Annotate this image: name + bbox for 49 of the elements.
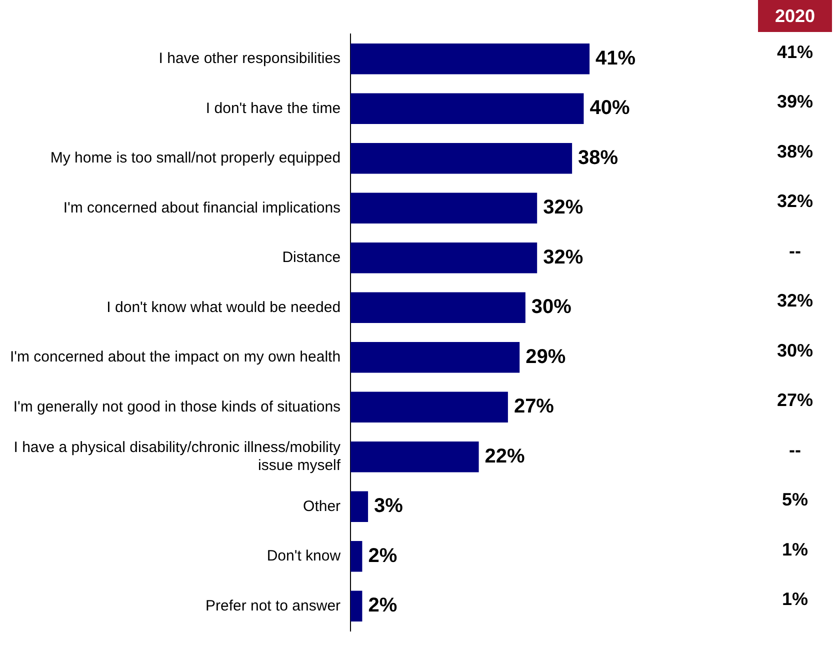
bar (350, 392, 508, 423)
text: -- (789, 440, 801, 460)
data-label: 29% (526, 346, 566, 368)
text: 32% (776, 191, 814, 212)
bar (350, 43, 590, 74)
text: 5% (782, 490, 808, 510)
y-tick-label: My home is too small/not properly equipped (50, 150, 341, 167)
text: 38% (776, 141, 814, 162)
data-label: 22% (484, 445, 526, 468)
data-label: 2% (368, 594, 398, 617)
text: 41% (776, 42, 814, 62)
data-label: 41% (596, 47, 636, 70)
data-label: 40% (590, 97, 630, 120)
data-label: 32% (543, 196, 584, 219)
bar (350, 142, 572, 174)
data-label: 3% (374, 495, 404, 518)
y-tick-label: I'm concerned about the impact on my own health (10, 348, 341, 366)
text: 32% (776, 290, 814, 311)
y-tick-label: I don't know what would be needed (106, 298, 341, 316)
bar (350, 242, 538, 274)
text: 1% (782, 589, 808, 610)
y-tick-label: Other (303, 498, 341, 515)
bar (350, 491, 368, 522)
y-tick-label: I'm generally not good in those kinds of situations (13, 398, 341, 416)
data-label: 27% (514, 396, 554, 418)
bar (350, 441, 479, 472)
text: 39% (776, 92, 814, 112)
text: 1% (782, 539, 808, 560)
bar (350, 292, 526, 324)
y-tick-label: I don't have the time (206, 100, 341, 117)
bar (350, 192, 538, 224)
y-tick-label: I have other responsibilities (158, 50, 341, 68)
y-tick-label: Distance (282, 249, 341, 266)
y-tick-label: I'm concerned about financial implications (63, 199, 341, 216)
data-label: 38% (578, 146, 618, 169)
data-label: 30% (531, 296, 572, 318)
text: 2020 (774, 6, 816, 26)
data-label: 2% (368, 544, 398, 567)
bar (350, 342, 520, 373)
bar (350, 590, 362, 622)
text: -- (789, 240, 801, 261)
y-tick-label: Don't know (266, 548, 341, 565)
y-tick-label: Prefer not to answer (205, 597, 341, 614)
text: 30% (776, 340, 814, 360)
data-label: 32% (543, 246, 584, 268)
y-tick-label: I have a physical disability/chronic illness/mobility issue myself (14, 439, 342, 474)
text: 27% (776, 390, 814, 410)
bar (350, 540, 362, 572)
bar (350, 93, 584, 124)
